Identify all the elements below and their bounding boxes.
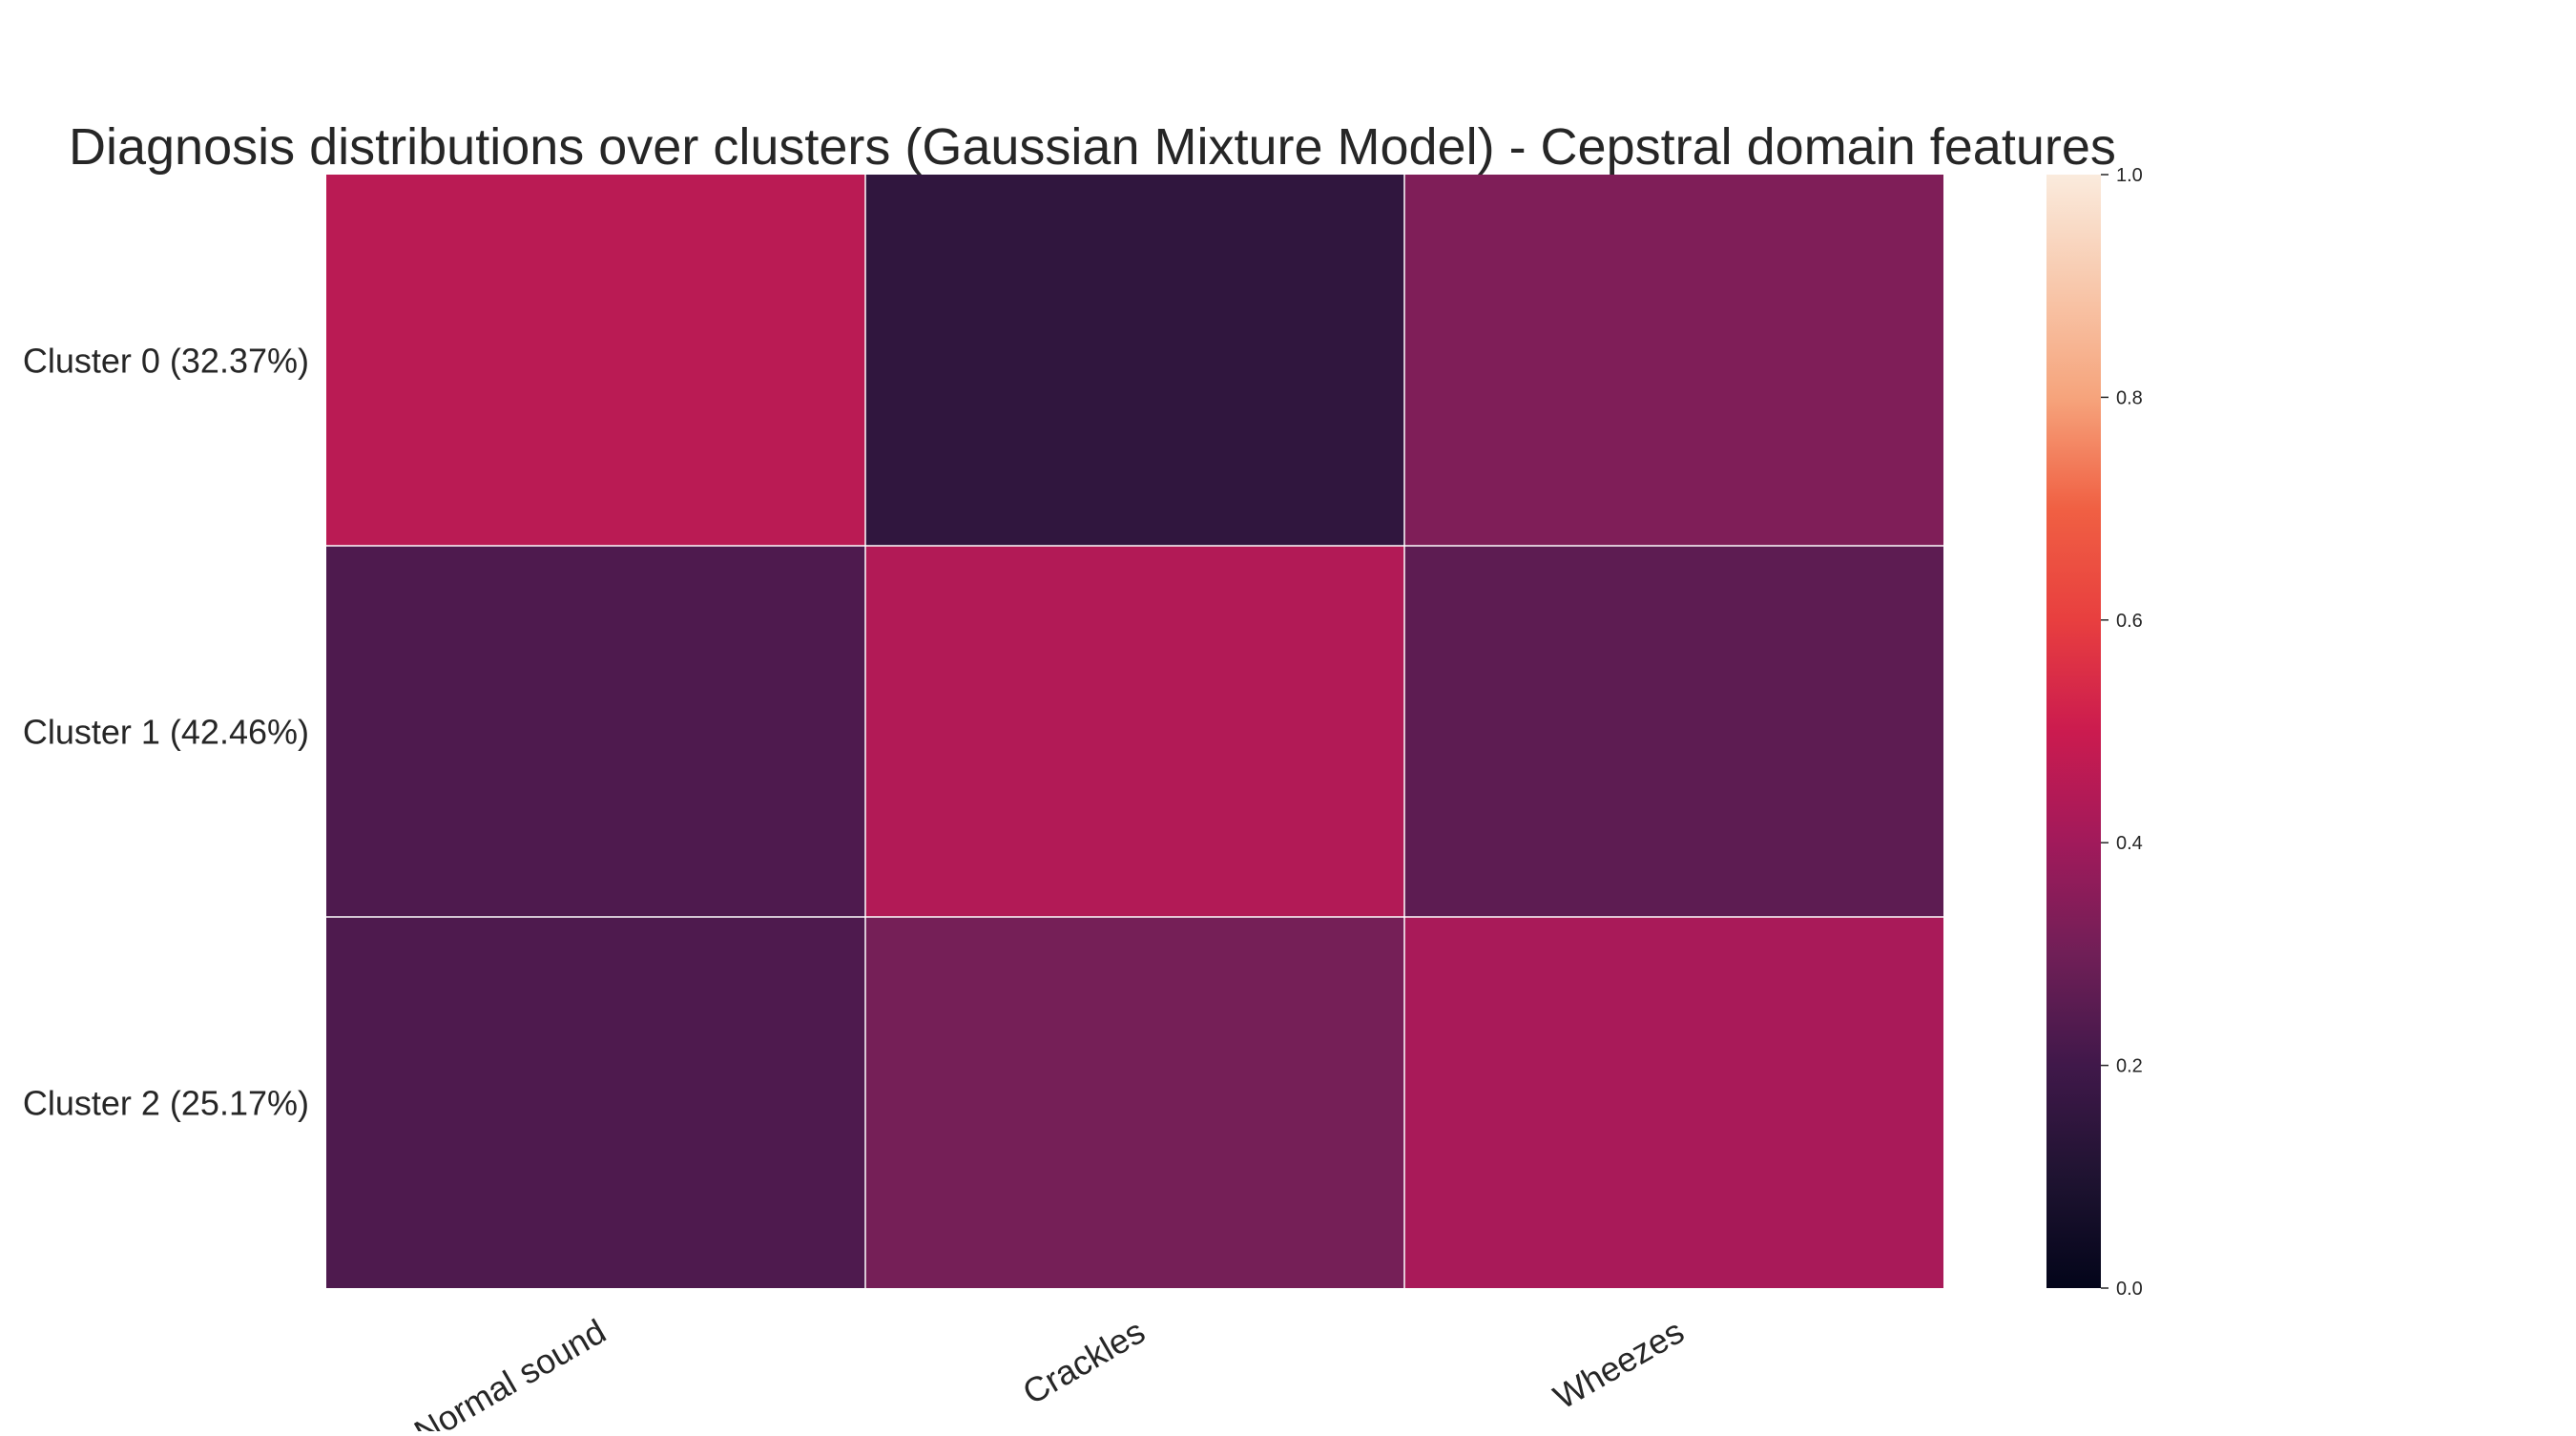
colorbar-tick-label: 0.8 xyxy=(2116,387,2143,408)
y-tick-label: Cluster 2 (25.17%) xyxy=(23,1084,309,1123)
colorbar-tick-label: 0.0 xyxy=(2116,1279,2143,1300)
colorbar: 0.0 0.2 0.4 0.6 0.8 1.0 xyxy=(2046,165,2143,1300)
x-tick-label: Crackles xyxy=(1016,1311,1152,1412)
colorbar-tick-label: 0.2 xyxy=(2116,1056,2143,1077)
heatmap-cell-r2-c0 xyxy=(326,917,865,1288)
colorbar-tick-label: 0.4 xyxy=(2116,833,2143,854)
x-tick-label: Normal sound xyxy=(407,1311,613,1431)
heatmap-cells xyxy=(326,175,1943,1288)
heatmap-cell-r0-c2 xyxy=(1404,175,1943,546)
heatmap-cell-r0-c1 xyxy=(865,175,1404,546)
y-tick-label: Cluster 0 (32.37%) xyxy=(23,342,309,381)
colorbar-tick-label: 0.6 xyxy=(2116,611,2143,632)
heatmap-cell-r1-c1 xyxy=(865,546,1404,917)
heatmap-cell-r1-c2 xyxy=(1404,546,1943,917)
heatmap-cell-borders xyxy=(326,175,1943,1288)
y-axis-labels: Cluster 0 (32.37%) Cluster 1 (42.46%) Clus… xyxy=(23,342,309,1123)
heatmap-cell-r0-c0 xyxy=(326,175,865,546)
colorbar-ticks: 0.0 0.2 0.4 0.6 0.8 1.0 xyxy=(2101,165,2143,1300)
colorbar-tick-label: 1.0 xyxy=(2116,165,2143,186)
colorbar-gradient xyxy=(2046,175,2101,1288)
heatmap-cell-r1-c0 xyxy=(326,546,865,917)
x-tick-label: Wheezes xyxy=(1547,1311,1690,1417)
chart-title: Diagnosis distributions over clusters (G… xyxy=(69,118,2116,176)
heatmap-cell-r2-c2 xyxy=(1404,917,1943,1288)
heatmap-cell-r2-c1 xyxy=(865,917,1404,1288)
x-axis-labels: Normal sound Crackles Wheezes xyxy=(407,1311,1691,1436)
y-tick-label: Cluster 1 (42.46%) xyxy=(23,713,309,752)
